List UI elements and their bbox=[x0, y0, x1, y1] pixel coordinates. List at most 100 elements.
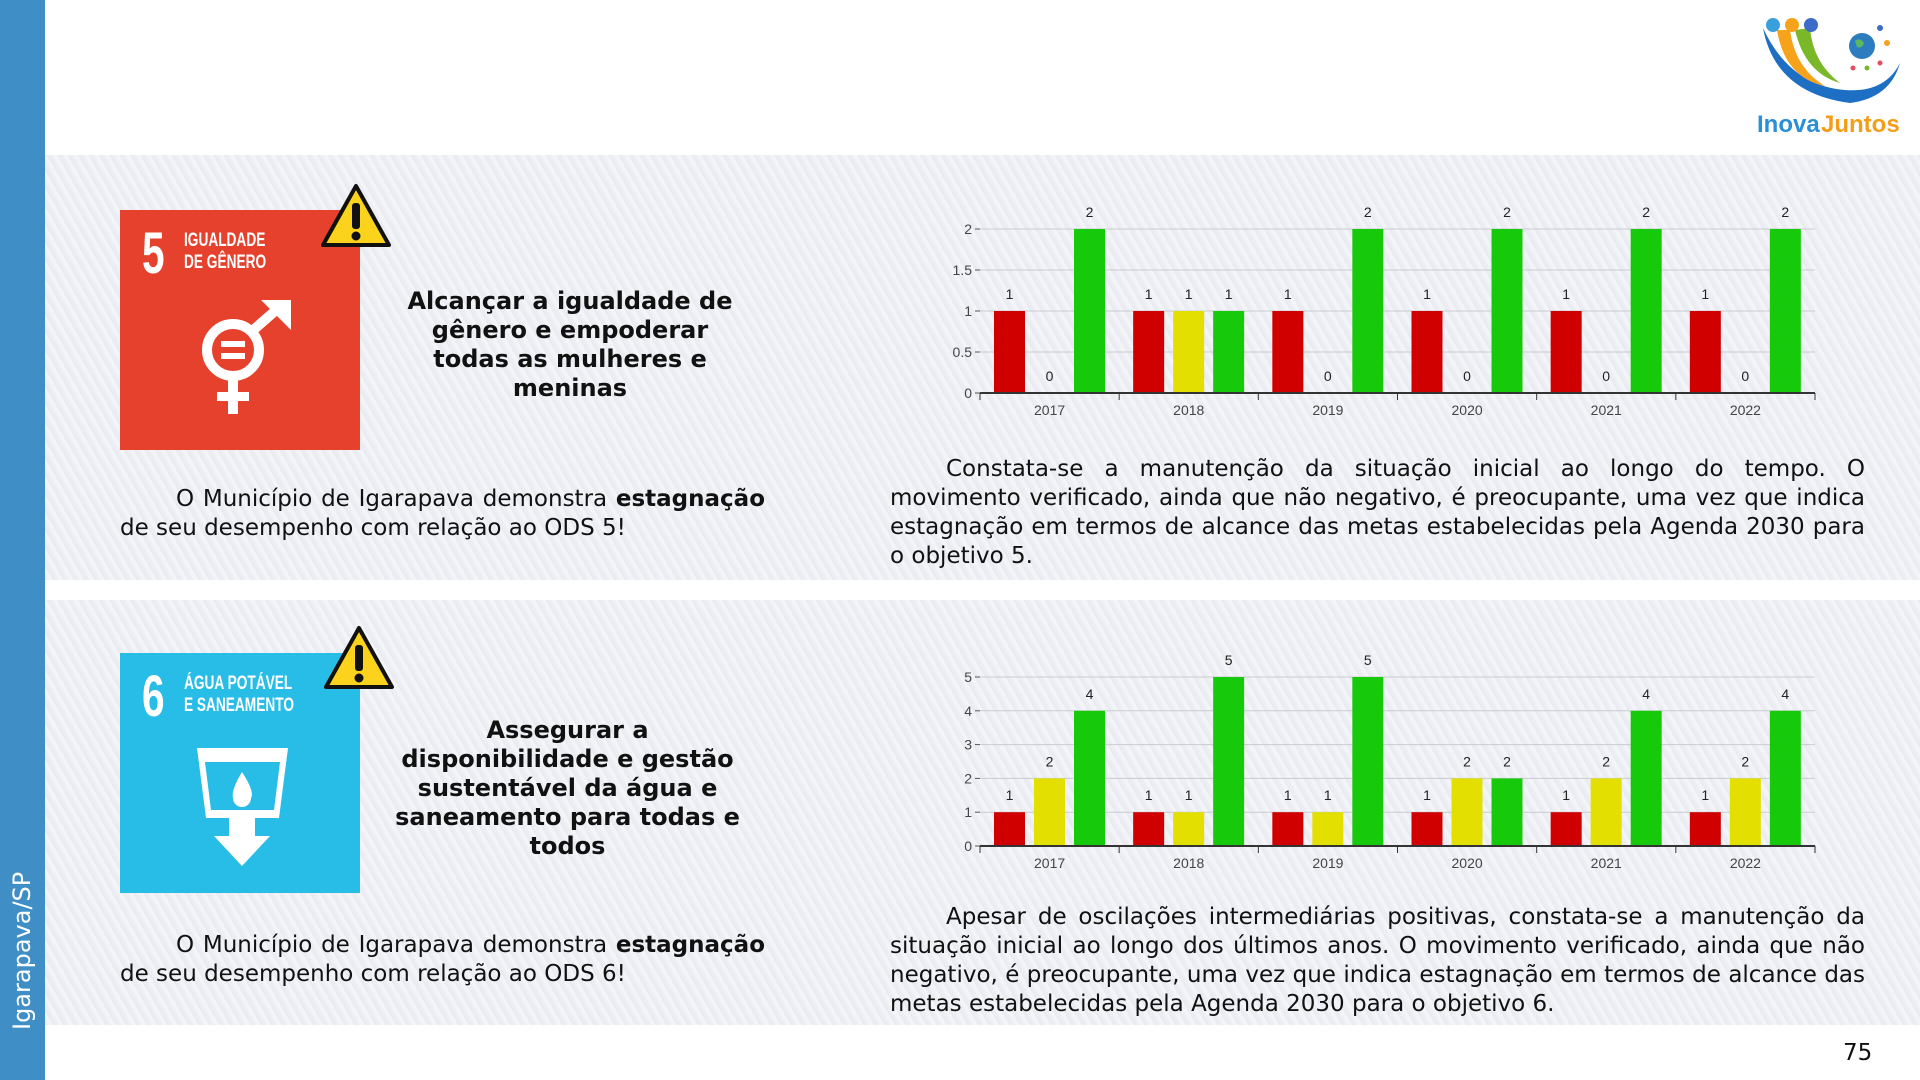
x-tick-label: 2018 bbox=[1173, 855, 1204, 870]
bar-red bbox=[1133, 812, 1165, 846]
bar-yellow bbox=[1729, 778, 1761, 846]
ods5-analysis: Constata-se a manutenção da situação ini… bbox=[890, 456, 1865, 569]
sdg6-icon: 6 ÁGUA POTÁVEL E SANEAMENTO bbox=[120, 653, 360, 893]
data-label: 2 bbox=[1503, 204, 1511, 220]
bar-yellow bbox=[1590, 778, 1622, 846]
data-label: 4 bbox=[1086, 686, 1094, 702]
y-tick-label: 0 bbox=[964, 385, 972, 401]
data-label: 1 bbox=[1284, 286, 1292, 302]
data-label: 1 bbox=[1324, 787, 1332, 803]
data-label: 1 bbox=[1423, 286, 1431, 302]
bar-green bbox=[1769, 710, 1801, 846]
bar-yellow bbox=[1034, 778, 1065, 846]
x-tick-label: 2019 bbox=[1312, 855, 1343, 870]
svg-text:Inova: Inova bbox=[1757, 111, 1820, 138]
data-label: 1 bbox=[1423, 787, 1431, 803]
data-label: 2 bbox=[1503, 753, 1511, 769]
y-tick-label: 1 bbox=[964, 804, 972, 820]
y-tick-label: 3 bbox=[964, 737, 972, 753]
data-label: 1 bbox=[1145, 787, 1153, 803]
data-label: 5 bbox=[1225, 652, 1233, 668]
bar-green bbox=[1213, 677, 1245, 846]
x-tick-label: 2022 bbox=[1730, 402, 1761, 418]
x-tick-label: 2020 bbox=[1452, 402, 1483, 418]
y-tick-label: 1 bbox=[964, 303, 972, 319]
data-label: 1 bbox=[1701, 787, 1709, 803]
bar-red bbox=[1272, 311, 1304, 393]
x-tick-label: 2017 bbox=[1034, 855, 1065, 870]
data-label: 2 bbox=[1741, 753, 1749, 769]
svg-text:Juntos: Juntos bbox=[1821, 111, 1900, 138]
bar-green bbox=[1630, 229, 1662, 393]
x-tick-label: 2021 bbox=[1591, 402, 1622, 418]
y-tick-label: 1.5 bbox=[953, 262, 973, 278]
bar-red bbox=[1550, 311, 1582, 393]
bar-yellow bbox=[1451, 778, 1483, 846]
bar-green bbox=[1491, 229, 1523, 393]
ods5-goal-heading: Alcançar a igualdade de gênero e empoder… bbox=[407, 287, 733, 402]
data-label: 1 bbox=[1185, 787, 1193, 803]
bar-red bbox=[1550, 812, 1582, 846]
sidebar-label: Igarapava/SP bbox=[8, 871, 36, 1030]
data-label: 1 bbox=[1701, 286, 1709, 302]
warning-icon bbox=[324, 626, 394, 689]
bar-red bbox=[1411, 311, 1443, 393]
bar-red bbox=[1689, 311, 1721, 393]
bar-green bbox=[1352, 677, 1384, 846]
ods6-bar-chart: 0 1 2 3 4 5 2017 1 2 4 2018 1 1 5 2019 1 1 5 2020 1 2 2 2021 1 2… bbox=[964, 652, 1816, 870]
data-label: 1 bbox=[1185, 286, 1193, 302]
y-tick-label: 0 bbox=[964, 838, 972, 854]
data-label: 2 bbox=[1642, 204, 1650, 220]
ods6-summary: O Município de Igarapava demonstra estag… bbox=[120, 932, 765, 987]
bar-green bbox=[1491, 778, 1523, 846]
y-tick-label: 2 bbox=[964, 221, 972, 237]
data-label: 2 bbox=[1602, 753, 1610, 769]
bar-red bbox=[1689, 812, 1721, 846]
x-tick-label: 2020 bbox=[1452, 855, 1483, 870]
ods5-summary: O Município de Igarapava demonstra estag… bbox=[120, 486, 765, 541]
data-label: 1 bbox=[1284, 787, 1292, 803]
data-label: 0 bbox=[1324, 368, 1332, 384]
data-label: 1 bbox=[1562, 286, 1570, 302]
data-label: 2 bbox=[1086, 204, 1094, 220]
y-tick-label: 5 bbox=[964, 669, 972, 685]
data-label: 0 bbox=[1741, 368, 1749, 384]
bar-red bbox=[1411, 812, 1443, 846]
data-label: 0 bbox=[1046, 368, 1054, 384]
bar-red bbox=[1133, 311, 1165, 393]
sdg5-icon: 5 IGUALDADE DE GÊNERO bbox=[120, 210, 360, 450]
y-tick-label: 2 bbox=[964, 770, 972, 786]
y-tick-label: 0.5 bbox=[953, 344, 973, 360]
data-label: 1 bbox=[1006, 286, 1014, 302]
data-label: 4 bbox=[1642, 686, 1650, 702]
ods6-goal-heading: Assegurar a disponibilidade e gestão sus… bbox=[395, 716, 740, 860]
bar-green bbox=[1352, 229, 1384, 393]
data-label: 1 bbox=[1225, 286, 1233, 302]
bar-yellow bbox=[1173, 812, 1205, 846]
bar-red bbox=[1272, 812, 1304, 846]
data-label: 2 bbox=[1463, 753, 1471, 769]
sidebar: Igarapava/SP bbox=[0, 0, 45, 1080]
x-tick-label: 2022 bbox=[1730, 855, 1761, 870]
data-label: 5 bbox=[1364, 652, 1372, 668]
bar-red bbox=[994, 311, 1025, 393]
data-label: 4 bbox=[1781, 686, 1789, 702]
data-label: 2 bbox=[1046, 753, 1054, 769]
gender-equality-icon bbox=[202, 300, 291, 414]
bar-green bbox=[1213, 311, 1245, 393]
bar-yellow bbox=[1312, 812, 1344, 846]
bar-green bbox=[1074, 710, 1105, 846]
bar-green bbox=[1074, 229, 1105, 393]
data-label: 0 bbox=[1602, 368, 1610, 384]
ods6-analysis: Apesar de oscilações intermediárias posi… bbox=[890, 904, 1865, 1017]
data-label: 0 bbox=[1463, 368, 1471, 384]
page-number: 75 bbox=[1843, 1040, 1873, 1066]
y-tick-label: 4 bbox=[964, 703, 972, 719]
warning-icon bbox=[321, 184, 391, 247]
x-tick-label: 2018 bbox=[1173, 402, 1204, 418]
water-glass-icon bbox=[197, 748, 288, 866]
bar-green bbox=[1769, 229, 1801, 393]
bar-green bbox=[1630, 710, 1662, 846]
data-label: 2 bbox=[1781, 204, 1789, 220]
